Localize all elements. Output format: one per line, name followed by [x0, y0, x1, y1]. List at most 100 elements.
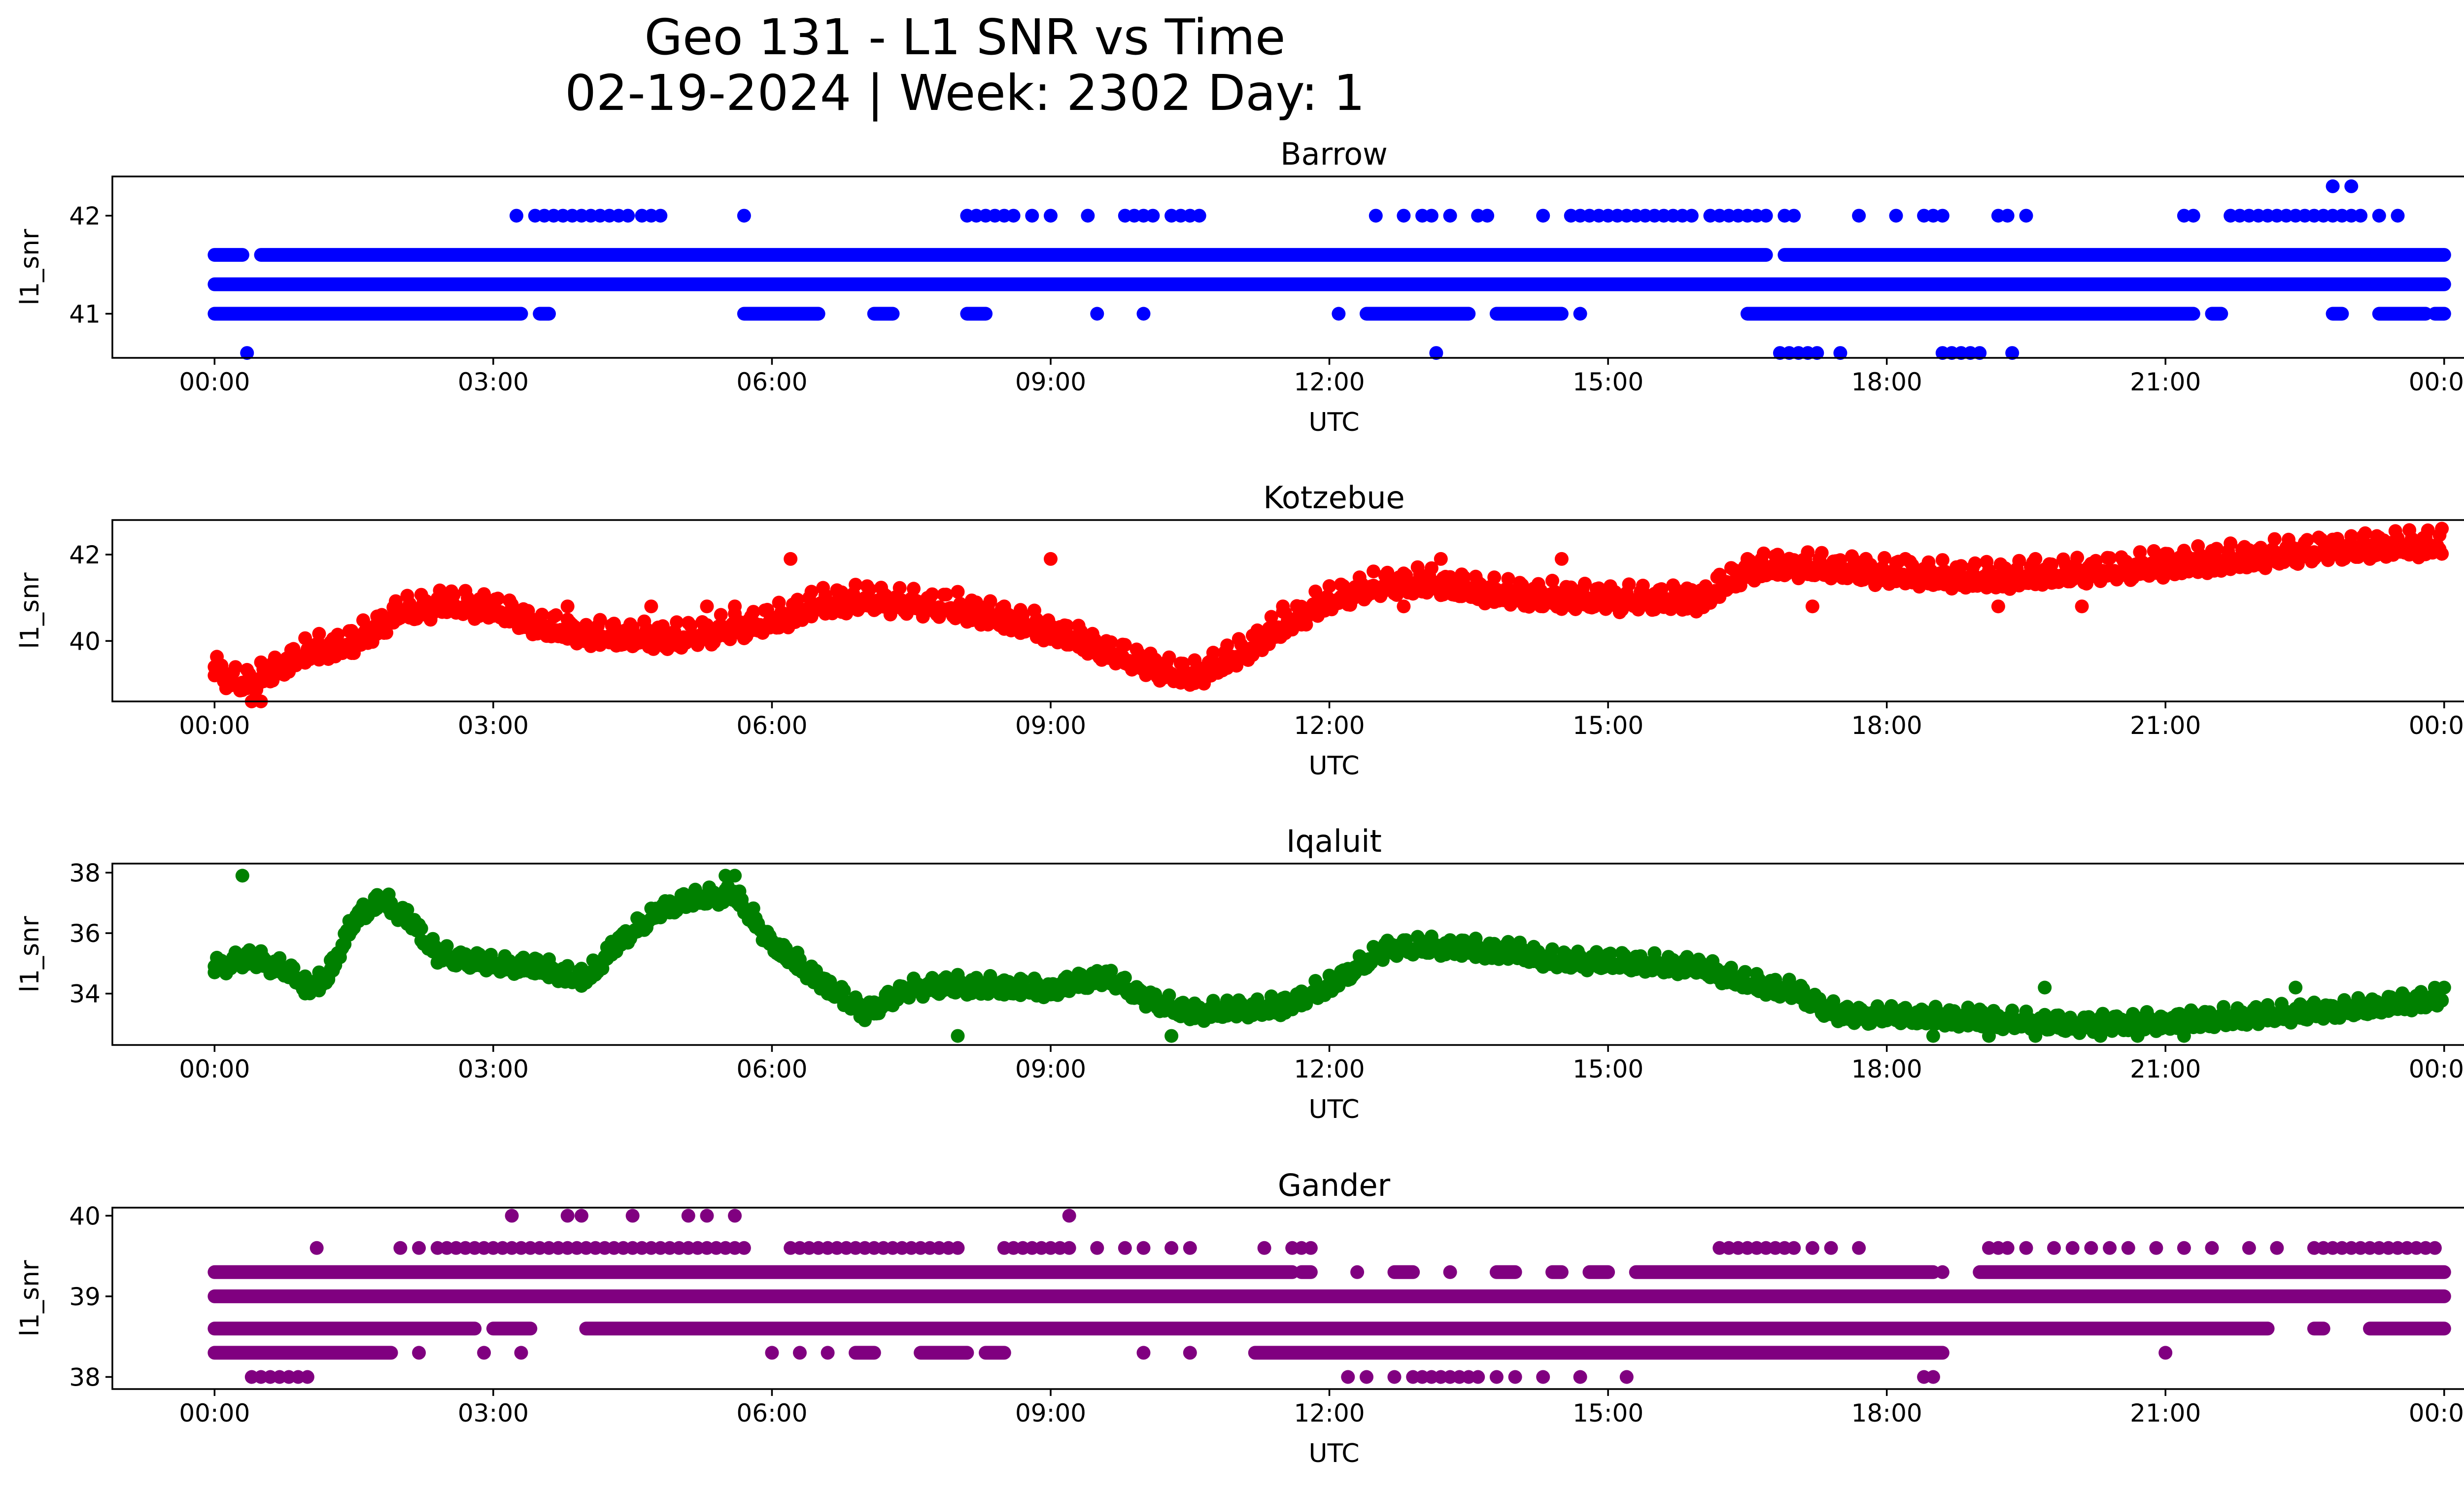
data-point: [837, 983, 851, 998]
data-point: [1935, 209, 1950, 223]
data-point: [1738, 965, 1752, 979]
data-point: [2075, 599, 2089, 614]
data-point: [1889, 209, 1903, 223]
figure-title-line1: Geo 131 - L1 SNR vs Time: [645, 8, 1286, 66]
data-point: [2209, 542, 2224, 556]
data-point: [433, 583, 447, 597]
data-point: [298, 969, 312, 983]
data-point: [2344, 529, 2359, 543]
data-point: [784, 552, 798, 566]
data-point: [1536, 599, 1550, 614]
subplot-barrow: 00:00 03:00 06:00 09:00 12:00 15:00 18:00 21:00…: [15, 136, 2464, 437]
data-point: [951, 1029, 965, 1043]
data-point: [1926, 1370, 1940, 1384]
data-point: [1136, 1346, 1151, 1360]
data-point: [2428, 1241, 2442, 1255]
data-point: [1060, 619, 1074, 633]
x-tick-label: 00:00: [179, 1399, 250, 1427]
scatter-points: [207, 179, 2451, 360]
x-tick-label: 12:00: [1294, 1055, 1365, 1083]
x-tick-label: 15:00: [1573, 1399, 1643, 1427]
y-tick-label: 38: [69, 1363, 101, 1392]
data-point: [925, 587, 939, 601]
y-tick-label: 39: [69, 1283, 101, 1311]
data-point: [1480, 209, 1495, 223]
x-tick-label: 00:00: [2409, 711, 2464, 740]
data-point: [1360, 1370, 1373, 1384]
data-point: [242, 943, 257, 957]
data-point: [1573, 1370, 1587, 1384]
x-tick-label: 09:00: [1015, 368, 1086, 396]
data-point: [2300, 533, 2314, 547]
data-point: [2326, 179, 2340, 193]
data-point: [644, 599, 658, 614]
y-tick-label: 34: [69, 980, 101, 1009]
x-axis-label: UTC: [1308, 408, 1359, 437]
data-point: [2267, 532, 2282, 546]
x-tick-label: 15:00: [1573, 1055, 1643, 1083]
data-point: [2270, 1241, 2284, 1255]
data-point: [2088, 554, 2103, 568]
y-axis-label: l1_snr: [15, 572, 45, 649]
data-point: [1508, 1370, 1522, 1384]
data-point: [228, 945, 242, 959]
data-point: [1424, 561, 1438, 575]
x-tick-label: 00:00: [179, 711, 250, 740]
x-tick-label: 03:00: [458, 1399, 529, 1427]
data-point: [1545, 942, 1559, 956]
scatter-points: [207, 869, 2451, 1043]
x-tick-label: 18:00: [1851, 1399, 1922, 1427]
data-point: [1044, 209, 1058, 223]
data-point: [2344, 179, 2359, 193]
data-point: [2177, 1029, 2191, 1043]
data-point: [1332, 307, 1346, 321]
data-point: [684, 619, 698, 633]
y-tick-label: 40: [69, 627, 101, 656]
data-point: [300, 1370, 314, 1384]
data-point: [2177, 1241, 2191, 1255]
data-point: [1062, 1241, 1076, 1255]
data-point: [560, 599, 575, 614]
data-point: [1852, 1241, 1866, 1255]
data-point: [1081, 209, 1095, 223]
data-point: [2019, 209, 2033, 223]
data-point: [2028, 1029, 2043, 1043]
data-point: [1367, 564, 1381, 579]
data-point: [1471, 1370, 1485, 1384]
y-tick-label: 38: [69, 859, 101, 887]
x-tick-label: 00:00: [2409, 368, 2464, 396]
data-point: [1824, 1241, 1838, 1255]
data-point: [625, 620, 640, 634]
data-point: [389, 594, 403, 608]
data-point: [1062, 1209, 1076, 1223]
data-point: [575, 1209, 588, 1223]
data-point: [331, 627, 345, 642]
data-point: [1578, 577, 1592, 591]
data-point: [2205, 1241, 2219, 1255]
data-point: [670, 615, 684, 629]
subplot-title: Kotzebue: [1263, 480, 1404, 516]
x-tick-label: 00:00: [2409, 1055, 2464, 1083]
data-point: [1090, 307, 1104, 321]
data-point: [1810, 346, 1824, 360]
data-point: [700, 1209, 714, 1223]
data-point: [1629, 599, 1643, 614]
data-point: [1104, 635, 1118, 649]
data-point: [2012, 554, 2026, 568]
data-point: [1369, 209, 1383, 223]
x-tick-label: 00:00: [179, 1055, 250, 1083]
figure-title-line2: 02-19-2024 | Week: 2302 Day: 1: [565, 64, 1365, 122]
data-point: [356, 613, 370, 627]
data-point: [1787, 1241, 1801, 1255]
x-tick-label: 21:00: [2130, 1055, 2201, 1083]
data-point: [446, 588, 461, 602]
data-point: [1654, 582, 1669, 596]
x-tick-label: 03:00: [458, 711, 529, 740]
data-point: [951, 1241, 965, 1255]
x-tick-label: 00:00: [179, 368, 250, 396]
data-point: [2084, 1241, 2098, 1255]
data-point: [2019, 1241, 2033, 1255]
data-point: [1429, 346, 1443, 360]
data-point: [2289, 980, 2303, 995]
data-point: [440, 939, 454, 953]
